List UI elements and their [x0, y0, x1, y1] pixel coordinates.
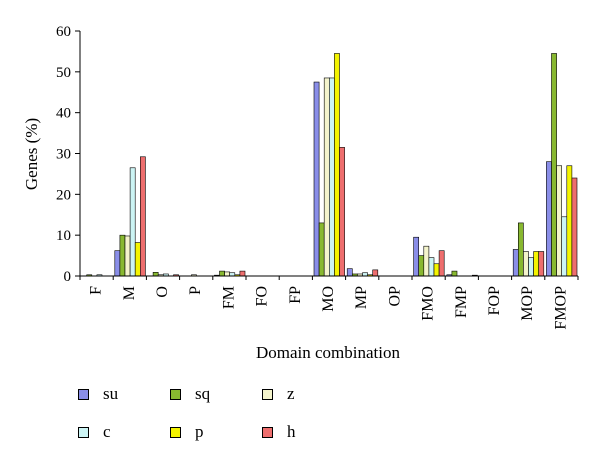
bar-su-m — [114, 250, 121, 277]
bar-h-mop — [538, 251, 545, 277]
bar-p-fmop — [566, 165, 573, 277]
bar-h-mp — [372, 269, 379, 277]
x-tick-label-mp: MP — [353, 286, 370, 309]
bar-sq-m — [119, 234, 126, 277]
bar-su-mo — [313, 81, 320, 277]
bar-h-m — [140, 156, 146, 277]
bar-sq-fmo — [418, 255, 425, 277]
bar-sq-mop — [517, 222, 524, 277]
x-tick-label-fm: FM — [220, 286, 237, 309]
x-tick-label-m: M — [121, 286, 138, 300]
bar-sq-mo — [318, 222, 325, 277]
bar-sq-o — [152, 272, 159, 277]
legend-item-p: p — [170, 422, 204, 442]
y-tick-label: 40 — [56, 106, 71, 122]
bar-z-mop — [523, 251, 529, 277]
bar-h-fm — [239, 270, 246, 277]
bar-su-fmo — [413, 236, 420, 277]
bar-sq-fm — [219, 270, 225, 277]
x-tick-label-mop: MOP — [519, 286, 536, 321]
bar-h-fmop — [571, 177, 578, 277]
legend-item-h: h — [262, 422, 296, 442]
x-tick-label-fmo: FMO — [420, 286, 437, 321]
legend-item-z: z — [262, 384, 295, 404]
bar-p-mo — [334, 53, 340, 277]
legend-label-su: su — [103, 384, 119, 403]
x-axis-label: Domain combination — [256, 343, 401, 362]
bar-c-mop — [528, 257, 534, 277]
bar-z-fm — [224, 271, 231, 277]
x-tick-label-o: O — [154, 286, 171, 298]
bar-h-fmo — [438, 250, 445, 277]
legend-swatch-h — [262, 426, 273, 438]
x-tick-label-fmop: FMOP — [552, 286, 569, 330]
y-tick-label: 30 — [56, 147, 71, 163]
legend-swatch-z — [262, 388, 273, 400]
bar-p-m — [134, 242, 141, 277]
y-tick-label: 50 — [56, 65, 71, 81]
x-tick-label-op: OP — [386, 286, 403, 307]
legend-label-p: p — [195, 422, 204, 441]
bar-su-mop — [512, 249, 519, 277]
y-tick-label: 10 — [56, 228, 71, 244]
y-tick-label: 60 — [56, 24, 71, 40]
y-tick-label: 0 — [64, 269, 72, 285]
bar-z-m — [124, 235, 131, 277]
legend: su sq z c p h — [78, 384, 378, 444]
bar-c-mo — [328, 77, 335, 277]
bar-su-mp — [346, 268, 353, 277]
bar-sq-fmp — [451, 270, 458, 277]
legend-swatch-c — [78, 426, 89, 438]
bar-z-mo — [323, 77, 330, 277]
bar-su-fmop — [546, 161, 552, 277]
legend-label-sq: sq — [195, 384, 211, 403]
legend-label-c: c — [103, 422, 111, 441]
legend-swatch-sq — [170, 388, 181, 400]
legend-label-h: h — [287, 422, 296, 441]
legend-item-su: su — [78, 384, 118, 404]
legend-swatch-p — [170, 426, 181, 438]
x-tick-label-mo: MO — [320, 286, 337, 312]
x-tick-label-fop: FOP — [486, 286, 503, 315]
bar-c-fmop — [561, 216, 568, 277]
bar-sq-fmop — [551, 53, 557, 277]
x-tick-label-fp: FP — [287, 286, 304, 304]
x-tick-label-fmp: FMP — [453, 286, 470, 318]
bar-p-fmo — [433, 263, 440, 277]
x-tick-label-fo: FO — [254, 286, 271, 306]
legend-item-sq: sq — [170, 384, 210, 404]
bar-chart: Genes (%) Domain combination 0 10 20 30 40 50… — [22, 24, 579, 362]
bar-c-m — [129, 167, 136, 277]
bar-h-mo — [339, 147, 345, 277]
bar-c-fmo — [428, 257, 435, 277]
y-axis-label: Genes (%) — [22, 118, 41, 190]
y-tick-label: 20 — [56, 187, 71, 203]
bar-z-fmo — [423, 245, 430, 277]
bar-p-mop — [533, 251, 539, 277]
legend-swatch-su — [78, 388, 89, 400]
bar-z-fmop — [556, 165, 562, 277]
x-tick-label-f: F — [88, 286, 105, 295]
legend-item-c: c — [78, 422, 111, 442]
x-tick-label-p: P — [187, 286, 204, 295]
legend-label-z: z — [287, 384, 295, 403]
